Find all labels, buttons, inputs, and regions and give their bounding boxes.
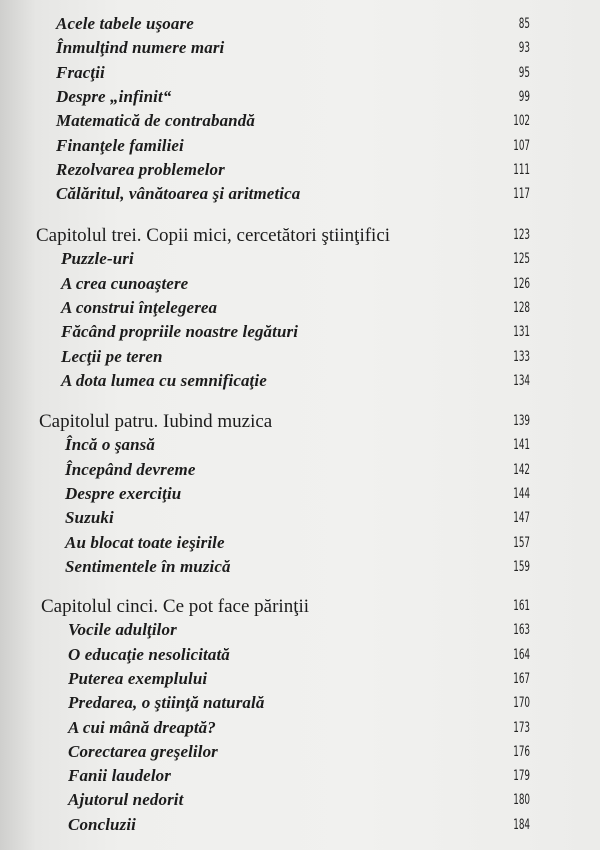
- toc-entry[interactable]: Matematică de contrabandă 102: [56, 111, 530, 135]
- toc-entry[interactable]: Sentimentele în muzică 159: [65, 557, 530, 581]
- entry-title: O educaţie nesolicitată: [68, 644, 230, 664]
- entry-title: Fracţii: [56, 62, 105, 82]
- entry-title: Sentimentele în muzică: [65, 556, 231, 576]
- entry-title: Vocile adulţilor: [68, 620, 177, 640]
- entry-title: Au blocat toate ieşirile: [65, 532, 225, 552]
- page-number: 142: [513, 461, 530, 478]
- chapter-heading[interactable]: Capitolul patru. Iubind muzica 139: [39, 411, 530, 435]
- toc-entry[interactable]: Vocile adulţilor 163: [68, 620, 530, 644]
- page-number: 167: [513, 670, 530, 687]
- toc-entry[interactable]: Începând devreme 142: [65, 460, 530, 484]
- page-number: 163: [513, 622, 530, 639]
- toc-entry[interactable]: Puterea exemplului 167: [68, 669, 530, 693]
- entry-title: Predarea, o ştiinţă naturală: [68, 693, 265, 713]
- toc-entry[interactable]: Despre „infinit“ 99: [56, 87, 530, 111]
- page-number: 141: [513, 437, 530, 454]
- toc-entry[interactable]: Acele tabele uşoare 85: [56, 14, 530, 38]
- entry-title: Călăritul, vânătoarea şi aritmetica: [56, 184, 301, 204]
- page-number: 180: [513, 792, 530, 809]
- page-number: 99: [518, 88, 530, 105]
- entry-title: Suzuki: [65, 508, 114, 528]
- page-number: 128: [513, 299, 530, 316]
- chapter-title: Capitolul patru. Iubind muzica: [39, 411, 273, 432]
- entry-title: Încă o şansă: [65, 435, 156, 455]
- page-number: 85: [518, 16, 530, 32]
- page-number: 157: [513, 534, 530, 551]
- entry-title: Matematică de contrabandă: [56, 111, 255, 131]
- chapter-heading[interactable]: Capitolul cinci. Ce pot face părinţii 161: [41, 596, 530, 620]
- page-number: 102: [513, 113, 530, 130]
- page-number: 125: [513, 251, 530, 268]
- page-number: 164: [513, 646, 530, 663]
- toc-entry[interactable]: A crea cunoaştere 126: [61, 274, 530, 298]
- page-number: 184: [513, 816, 530, 833]
- toc-entry[interactable]: A cui mână dreaptă? 173: [68, 718, 530, 742]
- page-number: 179: [513, 768, 530, 785]
- toc-entry[interactable]: Făcând propriile noastre legături 131: [61, 322, 530, 346]
- toc-entry[interactable]: Ajutorul nedorit 180: [68, 790, 530, 814]
- page-number: 123: [513, 227, 530, 243]
- entry-title: Despre exerciţiu: [65, 483, 182, 503]
- page-number: 147: [513, 510, 530, 527]
- entry-title: Puzzle-uri: [61, 249, 134, 269]
- page-number: 139: [513, 413, 530, 429]
- entry-title: Ajutorul nedorit: [68, 790, 184, 810]
- toc-entry[interactable]: Despre exerciţiu 144: [65, 484, 530, 508]
- entry-title: A cui mână dreaptă?: [68, 717, 216, 737]
- page-number: 95: [518, 64, 530, 81]
- page-number: 176: [513, 743, 530, 760]
- toc-entry[interactable]: A construi înţelegerea 128: [61, 298, 530, 322]
- toc-entry[interactable]: Finanţele familiei 107: [56, 136, 530, 160]
- page-number: 126: [513, 275, 530, 292]
- entry-title: A dota lumea cu semnificaţie: [61, 370, 267, 390]
- toc-entry[interactable]: A dota lumea cu semnificaţie 134: [61, 371, 530, 395]
- entry-title: Concluzii: [68, 814, 136, 834]
- page-number: 111: [513, 161, 530, 178]
- toc-entry[interactable]: Înmulţind numere mari 93: [56, 38, 530, 62]
- page-number: 117: [513, 186, 530, 203]
- entry-title: Puterea exemplului: [68, 668, 208, 688]
- page-number: 173: [513, 719, 530, 736]
- page-number: 134: [513, 372, 530, 389]
- entry-title: Rezolvarea problemelor: [56, 159, 225, 179]
- page-number: 144: [513, 485, 530, 502]
- toc-entry[interactable]: Puzzle-uri 125: [61, 249, 530, 273]
- chapter-heading[interactable]: Capitolul trei. Copii mici, cercetători …: [36, 225, 530, 249]
- chapter-title: Capitolul cinci. Ce pot face părinţii: [41, 596, 310, 617]
- toc-entry[interactable]: Fanii laudelor 179: [68, 766, 530, 790]
- toc-entry[interactable]: Corectarea greşelilor 176: [68, 742, 530, 766]
- toc-entry[interactable]: Suzuki 147: [65, 508, 530, 532]
- page-number: 133: [513, 348, 530, 365]
- toc-entry[interactable]: Concluzii 184: [68, 815, 530, 839]
- entry-title: A construi înţelegerea: [61, 297, 218, 317]
- entry-title: Lecţii pe teren: [61, 346, 163, 366]
- page-number: 159: [513, 558, 530, 575]
- toc-entry[interactable]: Încă o şansă 141: [65, 435, 530, 459]
- page-number: 107: [513, 137, 530, 154]
- page-number: 131: [513, 324, 530, 341]
- toc-entry[interactable]: Rezolvarea problemelor 111: [56, 160, 530, 184]
- chapter-title: Capitolul trei. Copii mici, cercetători …: [36, 225, 391, 246]
- entry-title: Înmulţind numere mari: [56, 38, 225, 58]
- toc-entry[interactable]: Lecţii pe teren 133: [61, 347, 530, 371]
- toc-entry[interactable]: O educaţie nesolicitată 164: [68, 645, 530, 669]
- entry-title: Despre „infinit“: [56, 86, 172, 106]
- toc-entry[interactable]: Predarea, o ştiinţă naturală 170: [68, 693, 530, 717]
- entry-title: Acele tabele uşoare: [56, 14, 194, 33]
- page-number: 170: [513, 695, 530, 712]
- toc-entry[interactable]: Au blocat toate ieşirile 157: [65, 533, 530, 557]
- entry-title: Fanii laudelor: [68, 766, 171, 786]
- entry-title: Finanţele familiei: [56, 135, 184, 155]
- page-number: 93: [518, 40, 530, 57]
- toc-entry[interactable]: Călăritul, vânătoarea şi aritmetica 117: [56, 184, 530, 208]
- entry-title: Făcând propriile noastre legături: [61, 322, 299, 342]
- page-number: 161: [513, 598, 530, 614]
- toc-entry[interactable]: Fracţii 95: [56, 63, 530, 87]
- entry-title: Începând devreme: [65, 459, 196, 479]
- entry-title: Corectarea greşelilor: [68, 741, 218, 761]
- entry-title: A crea cunoaştere: [61, 273, 189, 293]
